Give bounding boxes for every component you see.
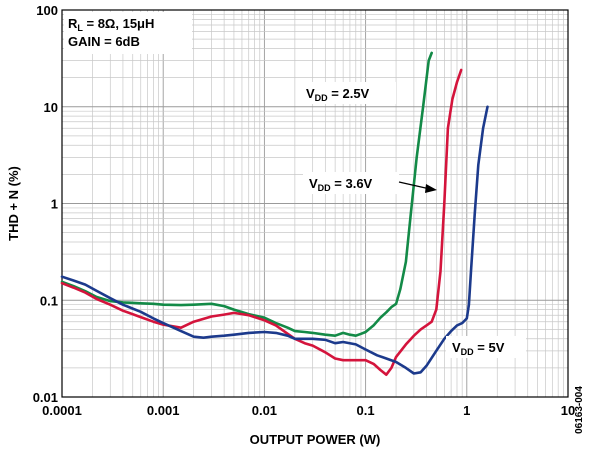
curve-label: VDD = 2.5V — [306, 86, 370, 103]
x-tick-label: 0.0001 — [42, 403, 82, 418]
x-tick-label: 10 — [561, 403, 575, 418]
annotation-load-sub: L — [77, 23, 83, 33]
annotation-background — [64, 12, 192, 54]
series-layer — [60, 51, 489, 376]
curve-label-v: V — [309, 176, 318, 191]
x-axis-title: OUTPUT POWER (W) — [250, 432, 381, 447]
annotation-load-rest: = 8Ω, 15μH — [83, 16, 155, 31]
y-tick-label: 100 — [36, 3, 58, 18]
series-line-1 — [60, 51, 433, 337]
curve-label-sub: DD — [315, 93, 328, 103]
y-tick-label: 0.1 — [40, 293, 58, 308]
series-line-2 — [60, 68, 463, 376]
annotation-load: RL = 8Ω, 15μH — [68, 16, 154, 33]
y-tick-label: 0.01 — [33, 390, 58, 405]
curve-label-v: V — [452, 340, 461, 355]
curve-label-sub: DD — [318, 183, 331, 193]
y-tick-label: 10 — [44, 100, 58, 115]
y-axis-title: THD + N (%) — [6, 166, 21, 241]
arrow-head — [425, 184, 437, 193]
annotation-gain: GAIN = 6dB — [68, 34, 140, 49]
curve-label-bg — [446, 336, 526, 358]
curve-label-bg — [300, 82, 396, 104]
annotation-load-r: R — [68, 16, 78, 31]
curve-label: VDD = 5V — [452, 340, 505, 357]
figure-id: 06163-004 — [574, 386, 585, 434]
curve-label: VDD = 3.6V — [309, 176, 373, 193]
curve-label-value: = 5V — [474, 340, 505, 355]
x-tick-label: 0.01 — [252, 403, 277, 418]
curve-label-sub: DD — [461, 347, 474, 357]
arrow-line — [398, 181, 431, 190]
plot-frame — [61, 9, 569, 398]
series-line-3 — [60, 105, 489, 375]
conditions-annotation: RL = 8Ω, 15μH GAIN = 6dB — [64, 12, 192, 54]
grid — [61, 10, 568, 398]
curve-label-value: = 3.6V — [331, 176, 373, 191]
tick-labels: 0.0001 0.001 0.01 0.1 1 10 0.01 0.1 1 10 100 — [33, 3, 576, 418]
x-tick-label: 1 — [463, 403, 470, 418]
curve-label-v: V — [306, 86, 315, 101]
curve-label-bg — [303, 172, 399, 194]
x-tick-label: 0.001 — [147, 403, 180, 418]
x-tick-label: 0.1 — [357, 403, 375, 418]
curve-label-value: = 2.5V — [328, 86, 370, 101]
y-tick-label: 1 — [51, 197, 58, 212]
